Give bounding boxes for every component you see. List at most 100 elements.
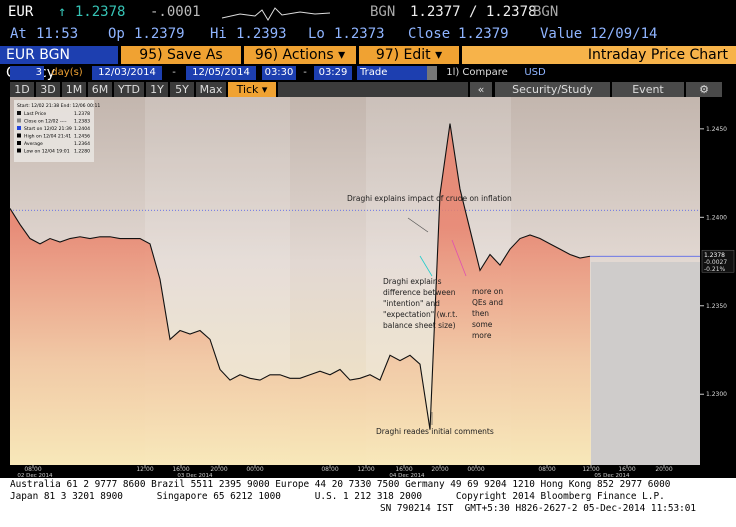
tab[interactable]: 6M: [88, 82, 112, 97]
legend-value: 1.2364: [74, 141, 90, 147]
legend-value: 1.2378: [74, 111, 90, 117]
annotation: "intention" and: [383, 299, 440, 308]
x-tick-label: 16:00: [395, 466, 412, 473]
x-tick-label: 00:00: [246, 466, 263, 473]
legend-value: 1.2383: [74, 119, 90, 125]
footer-line: Japan 81 3 3201 8900 Singapore 65 6212 1…: [10, 491, 665, 502]
value: 11:53: [36, 26, 79, 42]
x-axis-band: [0, 465, 736, 478]
legend: [14, 100, 94, 162]
tab[interactable]: YTD: [114, 82, 144, 97]
annotation: "expectation" (w.r.t.: [383, 310, 457, 319]
x-tick-label: 12:00: [357, 466, 374, 473]
legend-label: Last Price: [24, 111, 46, 117]
annotation-arrow: [419, 255, 433, 277]
tab[interactable]: Max: [196, 82, 226, 97]
tab[interactable]: 1D: [10, 82, 34, 97]
legend-label: Low on 12/04 19:01: [24, 149, 70, 155]
page-title: Intraday Price Chart: [462, 46, 736, 64]
y-tick-label: 1.2450: [706, 126, 727, 133]
footer-line: SN 790214 IST GMT+5:30 H826-2627-2 05-De…: [380, 503, 697, 514]
last-box-text: 1.2378: [704, 252, 725, 259]
legend-swatch: [17, 133, 21, 138]
legend-value: 1.2404: [74, 126, 90, 132]
annotation-arrow: [451, 239, 467, 277]
legend-value: 1.2456: [74, 134, 90, 140]
legend-swatch: [17, 148, 21, 153]
tab[interactable]: 1Y: [146, 82, 168, 97]
annotation: more: [472, 331, 492, 340]
annotation: difference between: [383, 288, 456, 297]
legend-header: Start: 12/02 21:38 End: 12/06 00:11: [17, 103, 100, 109]
label: Lo: [308, 26, 325, 42]
legend-label: Start on 12/02 21:39: [24, 126, 72, 132]
date-label: 03 Dec 2014: [177, 473, 213, 478]
quote-currency: BGN: [533, 4, 559, 20]
separator: -: [172, 67, 176, 78]
value: 1.2373: [334, 26, 385, 42]
right-axis-band: [700, 97, 736, 465]
annotation: Draghi explains impact of crude on infla…: [347, 194, 512, 203]
field-select[interactable]: Trade: [357, 66, 427, 80]
date-label: 02 Dec 2014: [17, 473, 53, 478]
date-label: 05 Dec 2014: [594, 473, 630, 478]
last-price: ↑ 1.2378: [58, 4, 126, 20]
compare[interactable]: 1l) Compare: [446, 67, 508, 78]
value: 1.2379: [458, 26, 509, 42]
x-tick-label: 16:00: [172, 466, 189, 473]
bid-ask: 1.2377 / 1.2378: [410, 4, 537, 20]
tool-button[interactable]: Event: [612, 82, 684, 97]
tab[interactable]: 5Y: [170, 82, 194, 97]
tab[interactable]: Tick ▾: [228, 82, 276, 97]
tool-button[interactable]: Security/Study: [495, 82, 610, 97]
end-date[interactable]: 12/05/2014: [186, 66, 256, 80]
actions-button[interactable]: 96) Actions ▾: [244, 46, 356, 64]
edit-button[interactable]: 97) Edit ▾: [359, 46, 459, 64]
label: Hi: [210, 26, 227, 42]
tab[interactable]: 3D: [36, 82, 60, 97]
x-tick-label: 16:00: [618, 466, 635, 473]
tool-button[interactable]: «: [470, 82, 492, 97]
x-tick-label: 12:00: [136, 466, 153, 473]
security-field[interactable]: EUR BGN Curncy: [0, 46, 118, 81]
legend-label: Close on 12/02 ----: [24, 119, 67, 125]
sparkline: [221, 7, 331, 21]
x-tick-label: 00:00: [467, 466, 484, 473]
value: 1.2379: [134, 26, 185, 42]
change: -.0001: [150, 4, 201, 20]
annotation: then: [472, 309, 489, 318]
date-label: 04 Dec 2014: [389, 473, 425, 478]
x-tick-label: 08:00: [538, 466, 555, 473]
annotation: QEs and: [472, 298, 503, 307]
tab-spacer: [278, 82, 468, 97]
tab[interactable]: 1M: [62, 82, 86, 97]
x-tick-label: 08:00: [321, 466, 338, 473]
days-field[interactable]: 3: [10, 66, 44, 80]
legend-swatch: [17, 118, 21, 123]
currency-select[interactable]: USD: [524, 67, 546, 78]
last-box-text: -0.21%: [704, 266, 726, 273]
save-button[interactable]: 95) Save As: [121, 46, 241, 64]
x-tick-label: 12:00: [582, 466, 599, 473]
tool-button[interactable]: ⚙: [686, 82, 722, 97]
annotation-arrow: [407, 217, 429, 233]
annotation: Draghi reades initial comments: [376, 427, 494, 436]
legend-swatch: [17, 141, 21, 145]
start-time[interactable]: 03:30: [262, 66, 296, 80]
days-unit: day(s): [51, 67, 83, 78]
y-tick-label: 1.2300: [706, 391, 727, 398]
end-time[interactable]: 03:29: [314, 66, 352, 80]
start-date[interactable]: 12/03/2014: [92, 66, 162, 80]
price-line: [9, 123, 591, 430]
annotation: some: [472, 320, 493, 329]
dropdown-arrow[interactable]: [427, 66, 437, 80]
label: Close: [408, 26, 451, 42]
y-tick-label: 1.2400: [706, 214, 727, 221]
label: Op: [108, 26, 125, 42]
area: [10, 123, 590, 466]
y-tick-label: 1.2350: [706, 303, 727, 310]
x-tick-label: 20:00: [210, 466, 227, 473]
chart: 1.2450 1.2400 1.2350 1.2300 08:00 12:00 16:00 2…: [0, 7, 736, 478]
last-box-text: -0.0027: [704, 259, 727, 266]
